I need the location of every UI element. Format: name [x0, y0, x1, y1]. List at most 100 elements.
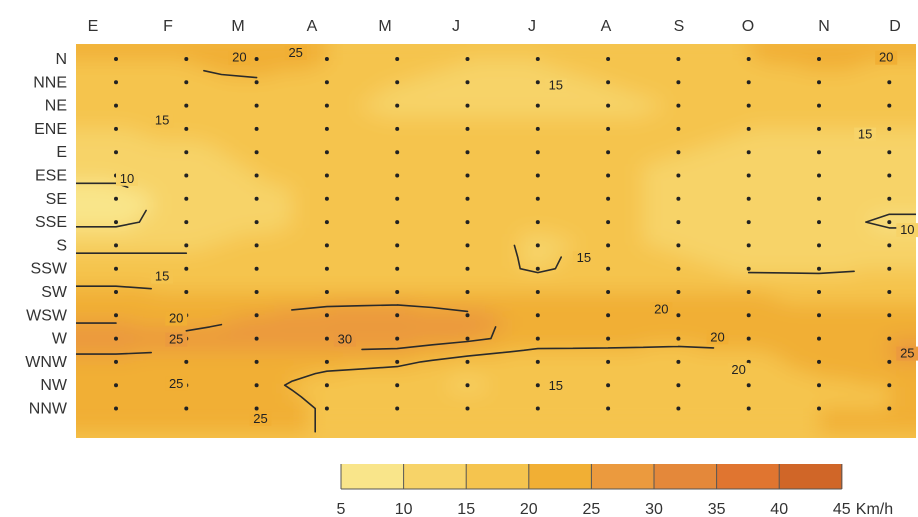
heat-cell	[449, 396, 469, 404]
heat-cell	[660, 402, 680, 410]
heat-cell	[678, 396, 697, 404]
heat-cell	[134, 36, 152, 43]
y-tick-label: W	[52, 331, 68, 348]
heat-cell	[326, 99, 346, 107]
observation-dot	[746, 173, 751, 178]
heat-cell	[98, 268, 117, 276]
heat-cell	[766, 169, 785, 177]
heat-cell	[116, 44, 135, 49]
heat-cell	[379, 128, 398, 136]
heat-cell	[520, 111, 539, 118]
heat-cell	[608, 257, 627, 264]
heat-cell	[766, 297, 785, 305]
heat-cell	[76, 338, 82, 346]
heat-cell	[379, 426, 398, 433]
heat-cell	[133, 326, 152, 334]
heat-cell	[76, 99, 82, 107]
heat-cell	[520, 47, 539, 54]
observation-dot	[114, 383, 118, 388]
heat-cell	[186, 134, 205, 142]
heat-cell	[397, 420, 416, 427]
heat-cell	[537, 222, 557, 229]
heat-cell	[76, 158, 82, 165]
heat-cell	[502, 309, 521, 317]
heat-cell	[819, 88, 838, 95]
heat-cell	[801, 426, 820, 433]
heat-cell	[625, 210, 645, 218]
heat-cell	[731, 391, 750, 398]
heat-cell	[713, 239, 732, 247]
heat-cell	[379, 338, 398, 346]
heat-cell	[783, 315, 803, 322]
heat-cell	[344, 123, 363, 130]
heat-cell	[731, 175, 750, 183]
contour-label-bg	[544, 379, 567, 394]
heat-cell	[344, 134, 363, 142]
contour-label-bg	[333, 332, 356, 347]
observation-dot	[606, 80, 611, 85]
heat-cell	[502, 280, 521, 287]
heat-cell	[76, 94, 82, 101]
heat-cell	[186, 426, 205, 433]
heat-cell	[819, 245, 838, 252]
heat-cell	[555, 286, 574, 293]
heat-cell	[485, 315, 504, 322]
heat-cell	[608, 187, 627, 194]
heat-cell	[168, 361, 188, 369]
x-tick-label: J	[452, 18, 460, 35]
heat-cell	[80, 257, 100, 264]
heat-cell	[80, 111, 100, 118]
heat-cell	[98, 187, 117, 194]
heat-cell	[906, 111, 916, 118]
heat-cell	[221, 303, 240, 311]
heat-cell	[344, 373, 363, 381]
heat-cell	[731, 414, 750, 421]
heat-cell	[221, 105, 240, 113]
heat-cell	[801, 222, 820, 229]
heat-cell	[397, 216, 416, 223]
heat-cell	[221, 321, 240, 328]
heat-cell	[485, 70, 504, 78]
heat-cell	[766, 396, 785, 404]
heat-cell	[906, 315, 916, 322]
heat-cell	[678, 245, 697, 252]
heat-cell	[906, 152, 916, 159]
heat-cell	[432, 426, 451, 433]
heat-cell	[502, 117, 521, 124]
heat-cell	[203, 321, 223, 328]
heat-cell	[326, 158, 346, 165]
heat-cell	[151, 361, 170, 369]
heat-cell	[186, 292, 205, 299]
heat-cell	[309, 367, 328, 375]
heat-cell	[362, 233, 381, 241]
heat-cell	[696, 88, 715, 95]
observation-dot	[395, 406, 400, 411]
heat-cell	[221, 64, 240, 72]
heat-cell	[309, 391, 328, 398]
heat-cell	[80, 297, 100, 305]
heat-cell	[46, 420, 64, 427]
heat-cell	[555, 181, 574, 188]
heat-cell	[344, 163, 363, 171]
heat-cell	[871, 216, 891, 223]
heat-cell	[379, 251, 398, 258]
heat-cell	[362, 134, 381, 142]
heat-cell	[467, 402, 486, 410]
heat-cell	[625, 44, 645, 49]
heat-cell	[344, 175, 363, 183]
heat-cell	[168, 158, 188, 165]
heat-cell	[854, 292, 873, 299]
heat-cell	[274, 47, 293, 54]
heat-cell	[608, 152, 627, 159]
heat-cell	[203, 426, 223, 433]
heat-cell	[133, 251, 152, 258]
heat-cell	[801, 408, 820, 416]
heat-cell	[344, 344, 363, 351]
heat-cell	[520, 361, 539, 369]
heat-cell	[696, 140, 715, 148]
scale-tick-label: 40	[770, 501, 788, 517]
heat-cell	[766, 361, 785, 369]
heat-cell	[819, 373, 838, 381]
heat-cell	[449, 309, 469, 317]
heat-cell	[326, 251, 346, 258]
